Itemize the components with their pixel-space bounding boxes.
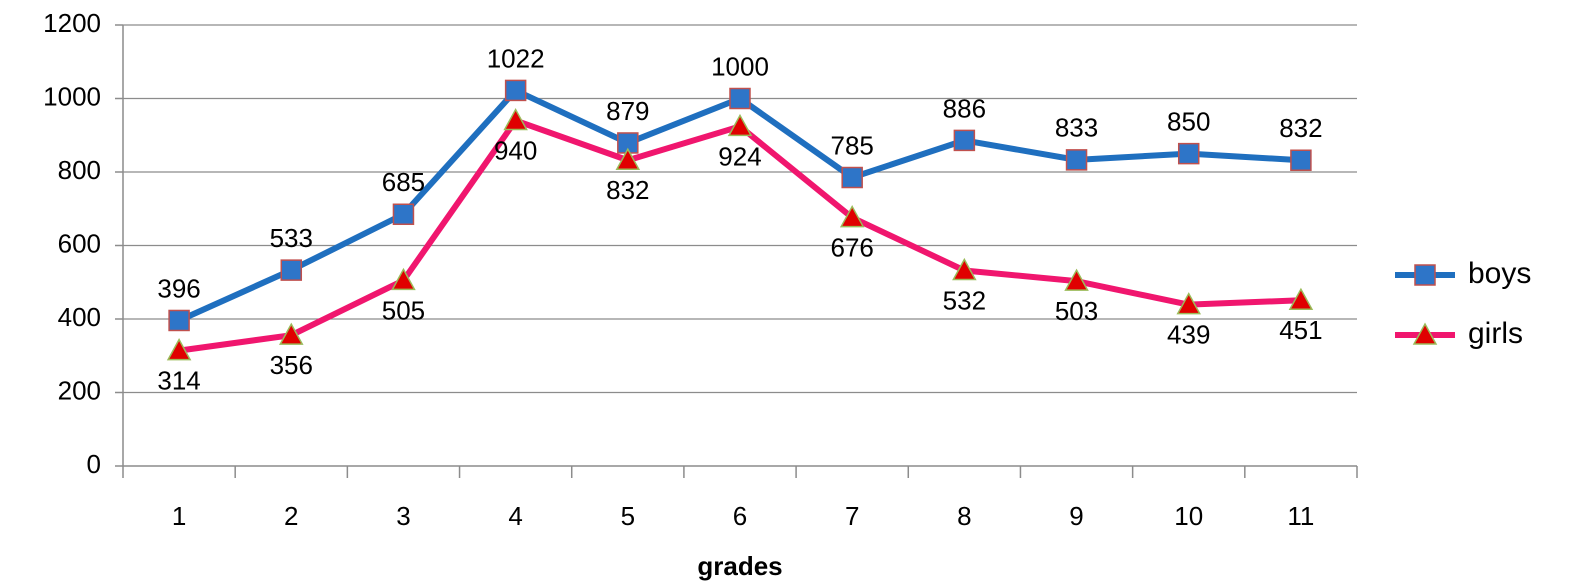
data-label: 451 — [1279, 315, 1322, 345]
data-label: 1022 — [487, 43, 545, 73]
data-point — [166, 338, 192, 361]
data-point — [279, 322, 304, 345]
data-label: 832 — [1279, 113, 1322, 143]
data-label: 532 — [943, 285, 986, 315]
x-tick-label: 8 — [957, 501, 971, 531]
data-point — [280, 259, 303, 281]
data-point — [727, 113, 753, 137]
data-label: 533 — [270, 223, 313, 253]
data-label: 924 — [718, 141, 761, 171]
data-label: 879 — [606, 96, 649, 126]
x-axis-label: grades — [697, 551, 782, 581]
data-point — [503, 107, 528, 131]
legend-label: girls — [1468, 317, 1523, 350]
data-label: 676 — [830, 232, 873, 262]
data-label: 833 — [1055, 113, 1098, 143]
data-label: 503 — [1055, 296, 1098, 326]
y-tick-label: 0 — [87, 449, 101, 479]
data-label: 940 — [494, 135, 537, 165]
x-tick-label: 10 — [1174, 501, 1203, 531]
data-label: 832 — [606, 175, 649, 205]
x-tick-label: 1 — [172, 501, 186, 531]
data-point — [615, 147, 641, 170]
data-label: 685 — [382, 167, 425, 197]
data-point — [841, 166, 863, 189]
data-point — [1290, 149, 1312, 171]
data-point — [729, 87, 751, 110]
data-label: 886 — [943, 93, 986, 123]
y-tick-label: 600 — [58, 228, 101, 258]
legend-marker — [1414, 264, 1436, 286]
data-point — [391, 267, 416, 291]
data-point — [392, 203, 415, 226]
data-label: 314 — [157, 365, 200, 395]
data-point — [168, 309, 190, 332]
data-point — [1064, 268, 1089, 291]
data-label: 785 — [830, 130, 873, 160]
y-tick-label: 400 — [58, 302, 101, 332]
y-tick-label: 1000 — [43, 81, 101, 111]
data-label: 850 — [1167, 107, 1210, 137]
data-point — [1288, 287, 1314, 311]
data-point — [952, 257, 977, 281]
data-label: 396 — [157, 273, 200, 303]
data-point — [839, 205, 865, 228]
x-tick-label: 6 — [733, 501, 747, 531]
x-tick-label: 2 — [284, 501, 298, 531]
x-tick-label: 5 — [621, 501, 635, 531]
data-point — [1176, 292, 1201, 315]
data-label: 1000 — [711, 51, 769, 81]
data-label: 356 — [270, 350, 313, 380]
y-tick-label: 800 — [58, 155, 101, 185]
y-tick-label: 200 — [58, 375, 101, 405]
data-label: 505 — [382, 295, 425, 325]
data-label: 439 — [1167, 320, 1210, 350]
x-tick-label: 11 — [1287, 501, 1314, 531]
x-tick-label: 4 — [508, 501, 522, 531]
data-point — [1177, 142, 1200, 165]
legend-label: boys — [1468, 257, 1531, 290]
data-point — [1065, 149, 1088, 171]
x-tick-label: 9 — [1069, 501, 1083, 531]
x-tick-label: 3 — [396, 501, 410, 531]
x-tick-label: 7 — [845, 501, 859, 531]
y-tick-label: 1200 — [43, 8, 101, 38]
data-point — [504, 79, 527, 102]
data-point — [953, 129, 976, 152]
legend-marker — [1412, 322, 1438, 345]
